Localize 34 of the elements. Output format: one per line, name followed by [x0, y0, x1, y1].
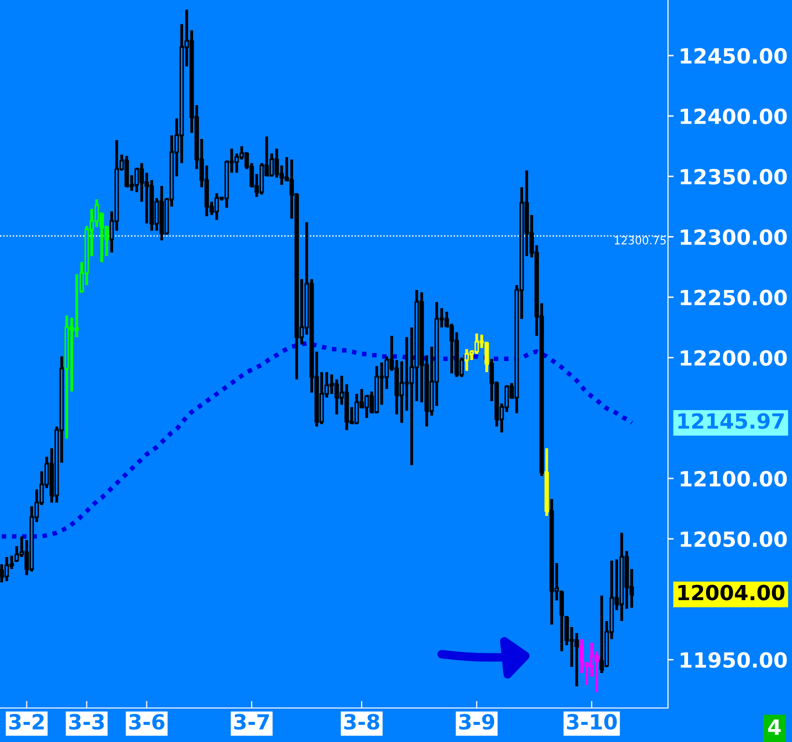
x-tick-label: 3-8: [344, 714, 380, 730]
y-tick-label: 12450.00: [680, 48, 787, 64]
x-tick-label: 3-9: [459, 714, 494, 730]
candlestick: [598, 594, 606, 674]
text: 12004.00: [678, 584, 784, 600]
y-tick-label: 12200.00: [680, 350, 787, 366]
y-tick-label: 12250.00: [680, 290, 787, 306]
candlestick: [373, 364, 380, 414]
candlestick: [543, 446, 550, 518]
candlestick: [618, 531, 626, 622]
candlestick: [353, 392, 360, 424]
line-series: [0, 340, 634, 539]
candlestick: [123, 154, 130, 189]
x-tick-label: 3-7: [234, 714, 269, 730]
candlestick: [463, 348, 470, 372]
text: 12145.97: [678, 413, 784, 429]
x-tick-label: 3-6: [129, 714, 164, 730]
candlestick: [213, 192, 220, 222]
y-tick-label: 12300.00: [680, 229, 787, 246]
x-tick-label: 3-2: [9, 714, 44, 730]
candlestick: [333, 378, 340, 416]
candlestick: [3, 556, 10, 583]
y-tick-label: 12100.00: [680, 470, 787, 487]
ref-line-label: 12300.75: [614, 236, 666, 244]
candlestick: [158, 184, 166, 242]
candlestick: [63, 314, 70, 440]
text: 4: [768, 720, 781, 735]
x-tick-label: 3-10: [567, 714, 617, 730]
y-tick-label: 11950.00: [680, 652, 787, 668]
y-tick-label: 12400.00: [680, 108, 787, 124]
y-tick-label: 12350.00: [680, 168, 787, 185]
x-tick-label: 3-3: [69, 714, 104, 730]
candlestick: [548, 498, 556, 626]
y-tick-label: 12050.00: [680, 531, 787, 548]
